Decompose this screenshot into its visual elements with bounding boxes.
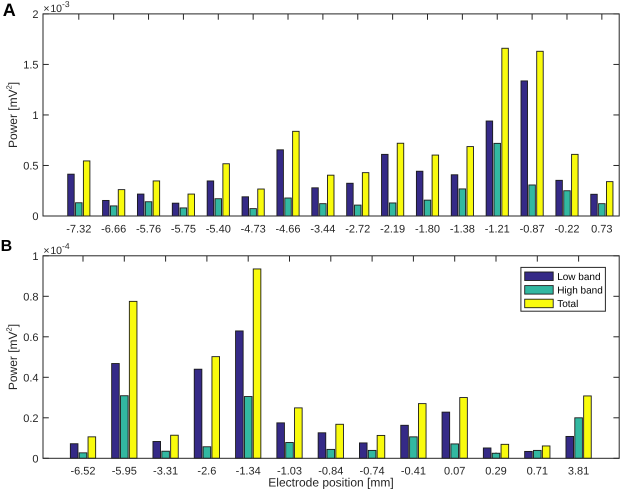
svg-text:0.2: 0.2 [23,413,38,425]
svg-text:-3.44: -3.44 [310,223,335,235]
svg-text:0.73: 0.73 [591,223,612,235]
svg-text:0: 0 [32,453,38,465]
svg-text:High band: High band [557,285,603,296]
svg-text:0.29: 0.29 [485,466,506,478]
svg-text:0: 0 [32,211,38,223]
svg-text:-3.31: -3.31 [153,466,178,478]
svg-text:-1.38: -1.38 [450,223,475,235]
svg-text:-2.6: -2.6 [197,466,216,478]
svg-text:0.4: 0.4 [23,372,38,384]
svg-text:-1.21: -1.21 [485,223,510,235]
svg-text:2: 2 [32,9,38,21]
svg-text:B: B [1,238,13,255]
svg-text:-6.52: -6.52 [70,466,95,478]
svg-text:-0.22: -0.22 [554,223,579,235]
svg-text:Electrode position [mm]: Electrode position [mm] [268,476,393,490]
svg-text:0.6: 0.6 [23,332,38,344]
svg-text:Power [mV2]: Power [mV2] [5,82,21,148]
svg-text:-2.19: -2.19 [380,223,405,235]
svg-text:1: 1 [32,251,38,263]
svg-text:-5.75: -5.75 [171,223,196,235]
svg-text:-7.32: -7.32 [66,223,91,235]
svg-text:0.71: 0.71 [527,466,548,478]
svg-text:Power [mV2]: Power [mV2] [5,324,21,390]
svg-text:-0.41: -0.41 [401,466,426,478]
svg-text:-2.72: -2.72 [345,223,370,235]
svg-text:-1.34: -1.34 [236,466,261,478]
svg-text:-1.03: -1.03 [277,466,302,478]
svg-text:-5.95: -5.95 [112,466,137,478]
svg-text:3.81: 3.81 [568,466,589,478]
svg-text:-1.80: -1.80 [415,223,440,235]
svg-text:1: 1 [32,110,38,122]
svg-text:-5.76: -5.76 [136,223,161,235]
svg-text:-5.40: -5.40 [206,223,231,235]
svg-text:1.5: 1.5 [23,59,38,71]
svg-text:0.8: 0.8 [23,291,38,303]
svg-text:-4.66: -4.66 [275,223,300,235]
svg-text:Total: Total [557,299,578,310]
svg-text:-4.73: -4.73 [241,223,266,235]
svg-text:0.07: 0.07 [444,466,465,478]
svg-text:A: A [3,0,16,20]
svg-text:-6.66: -6.66 [101,223,126,235]
svg-text:-0.87: -0.87 [520,223,545,235]
svg-text:0.5: 0.5 [23,160,38,172]
svg-text:-0.74: -0.74 [360,466,385,478]
svg-text:-0.84: -0.84 [318,466,343,478]
svg-text:Low band: Low band [557,272,600,283]
